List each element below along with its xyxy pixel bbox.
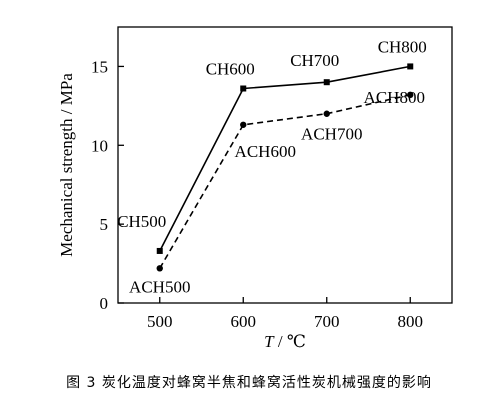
y-axis-title: Mechanical strength / MPa — [57, 73, 76, 257]
y-tick-label: 0 — [100, 294, 109, 313]
data-label: CH800 — [378, 37, 427, 56]
data-label: ACH700 — [301, 125, 362, 144]
y-tick-label: 10 — [91, 136, 108, 155]
figure-caption: 图 3 炭化温度对蜂窝半焦和蜂窝活性炭机械强度的影响 — [66, 375, 432, 391]
data-label: ACH500 — [129, 277, 190, 296]
data-label: CH500 — [117, 212, 166, 231]
data-label: CH700 — [290, 51, 339, 70]
data-point-circle — [156, 265, 163, 272]
data-point-circle — [323, 110, 330, 117]
data-label: ACH800 — [364, 88, 425, 107]
data-label: ACH600 — [235, 142, 296, 161]
data-point-square — [156, 247, 163, 254]
series-line-0 — [159, 65, 411, 252]
x-tick-label: 800 — [398, 312, 424, 331]
y-tick-label: 15 — [91, 57, 108, 76]
data-point-circle — [407, 91, 414, 99]
data-point-circle — [240, 121, 247, 128]
x-axis-title: T / ℃ — [264, 332, 306, 351]
y-tick-label: 5 — [100, 215, 109, 234]
plot-area: 500 600 700 800 0 5 10 15 T / ℃ Mechanical streng… — [57, 26, 453, 351]
x-tick-label: 700 — [314, 312, 340, 331]
x-axis-unit: / ℃ — [274, 332, 306, 351]
series-line-1 — [159, 94, 411, 269]
data-point-square — [240, 85, 247, 92]
x-axis-variable: T — [264, 332, 275, 351]
data-point-square — [407, 63, 414, 70]
x-tick-label: 500 — [147, 312, 173, 331]
plot-frame — [117, 26, 453, 304]
x-tick-label: 600 — [231, 312, 257, 331]
data-label: CH600 — [206, 60, 255, 79]
data-point-square — [323, 79, 330, 86]
